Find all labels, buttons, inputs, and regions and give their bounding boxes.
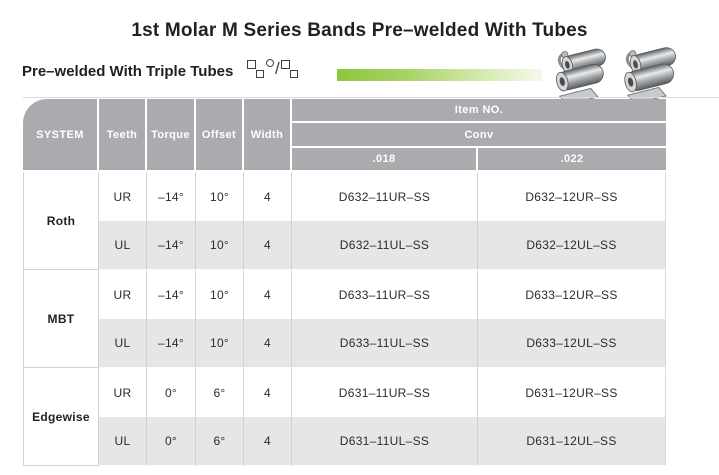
- torque-cell: –14°: [147, 319, 196, 368]
- system-cell-mbt: MBT: [23, 270, 99, 368]
- table-header-row: SYSTEM Teeth Torque Offset Width Item NO…: [23, 99, 666, 172]
- table-row: MBT UR –14° 10° 4 D633–11UR–SS D633–12UR…: [23, 270, 666, 368]
- horizontal-divider: [23, 97, 719, 98]
- offset-cell: 10°: [196, 270, 244, 319]
- teeth-cell: UR: [99, 368, 147, 417]
- teeth-cell: UL: [99, 417, 147, 466]
- header-offset: Offset: [196, 99, 244, 172]
- item-018-cell: D633–11UL–SS: [292, 319, 478, 368]
- system-cell-roth: Roth: [23, 172, 99, 270]
- item-022-cell: D632–12UL–SS: [478, 221, 666, 270]
- item-018-cell: D633–11UR–SS: [292, 270, 478, 319]
- section-subtitle: Pre–welded With Triple Tubes: [22, 63, 234, 80]
- header-size-018: .018: [292, 148, 478, 172]
- item-018-cell: D631–11UR–SS: [292, 368, 478, 417]
- triple-tube-config-icon: /: [247, 59, 298, 84]
- product-table: SYSTEM Teeth Torque Offset Width Item NO…: [23, 99, 666, 466]
- teeth-cell: UR: [99, 270, 147, 319]
- header-width: Width: [244, 99, 292, 172]
- page-title: 1st Molar M Series Bands Pre–welded With…: [131, 20, 588, 41]
- header-conv: Conv: [292, 123, 666, 148]
- item-022-cell: D633–12UL–SS: [478, 319, 666, 368]
- torque-cell: –14°: [147, 221, 196, 270]
- torque-cell: 0°: [147, 368, 196, 417]
- table-row: UL –14° 10° 4 D633–11UL–SS D633–12UL–SS: [23, 319, 666, 368]
- system-cell-edgewise: Edgewise: [23, 368, 99, 466]
- item-022-cell: D631–12UR–SS: [478, 368, 666, 417]
- item-022-cell: D631–12UL–SS: [478, 417, 666, 466]
- offset-cell: 6°: [196, 417, 244, 466]
- teeth-cell: UR: [99, 172, 147, 221]
- green-accent-bar: [337, 69, 542, 81]
- table-header-row: Conv: [23, 123, 666, 148]
- item-022-cell: D632–12UR–SS: [478, 172, 666, 221]
- header-teeth: Teeth: [99, 99, 147, 172]
- table-row: Roth UR –14° 10° 4 D632–11UR–SS D632–12U…: [23, 172, 666, 270]
- header-size-022: .022: [478, 148, 666, 172]
- table-row: Edgewise UR 0° 6° 4 D631–11UR–SS D631–12…: [23, 368, 666, 466]
- offset-cell: 10°: [196, 221, 244, 270]
- table-row: UL –14° 10° 4 D632–11UL–SS D632–12UL–SS: [23, 221, 666, 270]
- width-cell: 4: [244, 368, 292, 417]
- offset-cell: 10°: [196, 319, 244, 368]
- width-cell: 4: [244, 270, 292, 319]
- table-header-row: .018 .022: [23, 148, 666, 172]
- molar-tube-product-image: [556, 48, 606, 106]
- header-item-no: Item NO.: [292, 99, 666, 123]
- item-018-cell: D631–11UL–SS: [292, 417, 478, 466]
- item-018-cell: D632–11UR–SS: [292, 172, 478, 221]
- width-cell: 4: [244, 172, 292, 221]
- header-torque: Torque: [147, 99, 196, 172]
- torque-cell: –14°: [147, 172, 196, 221]
- width-cell: 4: [244, 221, 292, 270]
- subtitle-row: Pre–welded With Triple Tubes /: [22, 47, 719, 106]
- torque-cell: 0°: [147, 417, 196, 466]
- width-cell: 4: [244, 417, 292, 466]
- offset-cell: 10°: [196, 172, 244, 221]
- offset-cell: 6°: [196, 368, 244, 417]
- torque-cell: –14°: [147, 270, 196, 319]
- item-018-cell: D632–11UL–SS: [292, 221, 478, 270]
- molar-tube-product-image: [624, 47, 676, 105]
- teeth-cell: UL: [99, 221, 147, 270]
- width-cell: 4: [244, 319, 292, 368]
- item-022-cell: D633–12UR–SS: [478, 270, 666, 319]
- header-system: SYSTEM: [23, 99, 99, 172]
- teeth-cell: UL: [99, 319, 147, 368]
- table-row: UL 0° 6° 4 D631–11UL–SS D631–12UL–SS: [23, 417, 666, 466]
